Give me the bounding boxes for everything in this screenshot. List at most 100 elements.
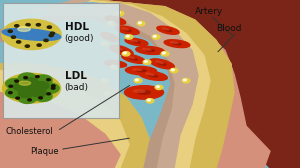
Circle shape — [28, 99, 31, 101]
Circle shape — [135, 79, 138, 81]
Ellipse shape — [31, 89, 52, 101]
Ellipse shape — [107, 36, 112, 38]
Text: Artery: Artery — [195, 7, 223, 16]
Ellipse shape — [133, 90, 145, 92]
Circle shape — [47, 26, 52, 28]
Ellipse shape — [6, 86, 29, 98]
Ellipse shape — [23, 78, 39, 88]
Circle shape — [16, 97, 20, 99]
Ellipse shape — [31, 82, 49, 91]
Text: Plaque: Plaque — [30, 147, 58, 156]
Ellipse shape — [105, 16, 126, 24]
Circle shape — [125, 35, 133, 39]
Text: (bad): (bad) — [64, 83, 88, 92]
Circle shape — [50, 32, 55, 34]
Ellipse shape — [170, 42, 178, 43]
Ellipse shape — [122, 28, 129, 30]
Circle shape — [37, 44, 41, 46]
Ellipse shape — [106, 34, 111, 37]
Ellipse shape — [118, 49, 125, 52]
Circle shape — [102, 42, 105, 44]
Circle shape — [104, 92, 112, 96]
Circle shape — [111, 66, 114, 67]
Circle shape — [25, 45, 29, 47]
Circle shape — [126, 35, 129, 37]
Ellipse shape — [19, 81, 31, 85]
Circle shape — [183, 79, 186, 81]
Circle shape — [152, 35, 160, 39]
Ellipse shape — [31, 75, 52, 88]
Circle shape — [9, 85, 13, 87]
Text: (good): (good) — [64, 34, 94, 43]
Polygon shape — [0, 92, 120, 168]
Circle shape — [36, 76, 39, 78]
Circle shape — [107, 21, 115, 26]
Ellipse shape — [130, 57, 137, 60]
Text: HDL: HDL — [64, 22, 88, 32]
Circle shape — [16, 41, 21, 43]
Circle shape — [143, 60, 151, 64]
Ellipse shape — [156, 61, 163, 64]
Circle shape — [101, 78, 109, 83]
Circle shape — [52, 85, 55, 87]
Ellipse shape — [128, 56, 135, 58]
Polygon shape — [105, 0, 300, 168]
Ellipse shape — [122, 54, 145, 63]
Circle shape — [102, 79, 105, 81]
Ellipse shape — [133, 41, 140, 43]
Circle shape — [47, 79, 50, 81]
Ellipse shape — [125, 38, 148, 46]
Ellipse shape — [142, 48, 151, 50]
Circle shape — [36, 24, 40, 26]
Polygon shape — [96, 0, 270, 168]
Circle shape — [108, 22, 111, 24]
Circle shape — [146, 99, 154, 103]
Polygon shape — [0, 64, 150, 168]
Text: Blood: Blood — [216, 24, 242, 33]
Circle shape — [8, 30, 12, 32]
Circle shape — [162, 52, 165, 54]
Ellipse shape — [116, 47, 123, 50]
Circle shape — [116, 11, 124, 16]
Ellipse shape — [104, 60, 127, 67]
Circle shape — [51, 87, 55, 89]
Ellipse shape — [164, 29, 172, 31]
Circle shape — [134, 78, 142, 83]
Ellipse shape — [29, 87, 46, 97]
Polygon shape — [75, 0, 210, 168]
Ellipse shape — [124, 86, 164, 99]
Ellipse shape — [110, 45, 133, 56]
Ellipse shape — [6, 79, 29, 90]
Ellipse shape — [136, 46, 164, 54]
Ellipse shape — [136, 69, 146, 72]
Ellipse shape — [116, 26, 139, 34]
Ellipse shape — [18, 73, 38, 86]
Ellipse shape — [158, 62, 166, 65]
Ellipse shape — [157, 26, 179, 34]
Circle shape — [138, 22, 141, 24]
Ellipse shape — [18, 88, 35, 98]
Ellipse shape — [18, 27, 30, 31]
Ellipse shape — [112, 19, 119, 22]
Circle shape — [110, 65, 118, 69]
Circle shape — [182, 78, 190, 83]
Circle shape — [49, 34, 53, 37]
Ellipse shape — [35, 83, 59, 94]
FancyBboxPatch shape — [3, 3, 118, 118]
Circle shape — [147, 99, 150, 101]
Circle shape — [47, 93, 50, 95]
Ellipse shape — [146, 49, 154, 52]
Polygon shape — [0, 0, 198, 168]
Polygon shape — [84, 0, 234, 168]
Text: LDL: LDL — [64, 71, 86, 81]
Ellipse shape — [138, 91, 150, 94]
Ellipse shape — [13, 82, 32, 92]
Ellipse shape — [150, 59, 174, 69]
Ellipse shape — [139, 71, 167, 80]
Ellipse shape — [163, 28, 169, 30]
Ellipse shape — [2, 73, 61, 103]
Ellipse shape — [112, 63, 119, 65]
Circle shape — [156, 86, 159, 88]
Polygon shape — [0, 17, 174, 168]
Circle shape — [15, 25, 19, 27]
